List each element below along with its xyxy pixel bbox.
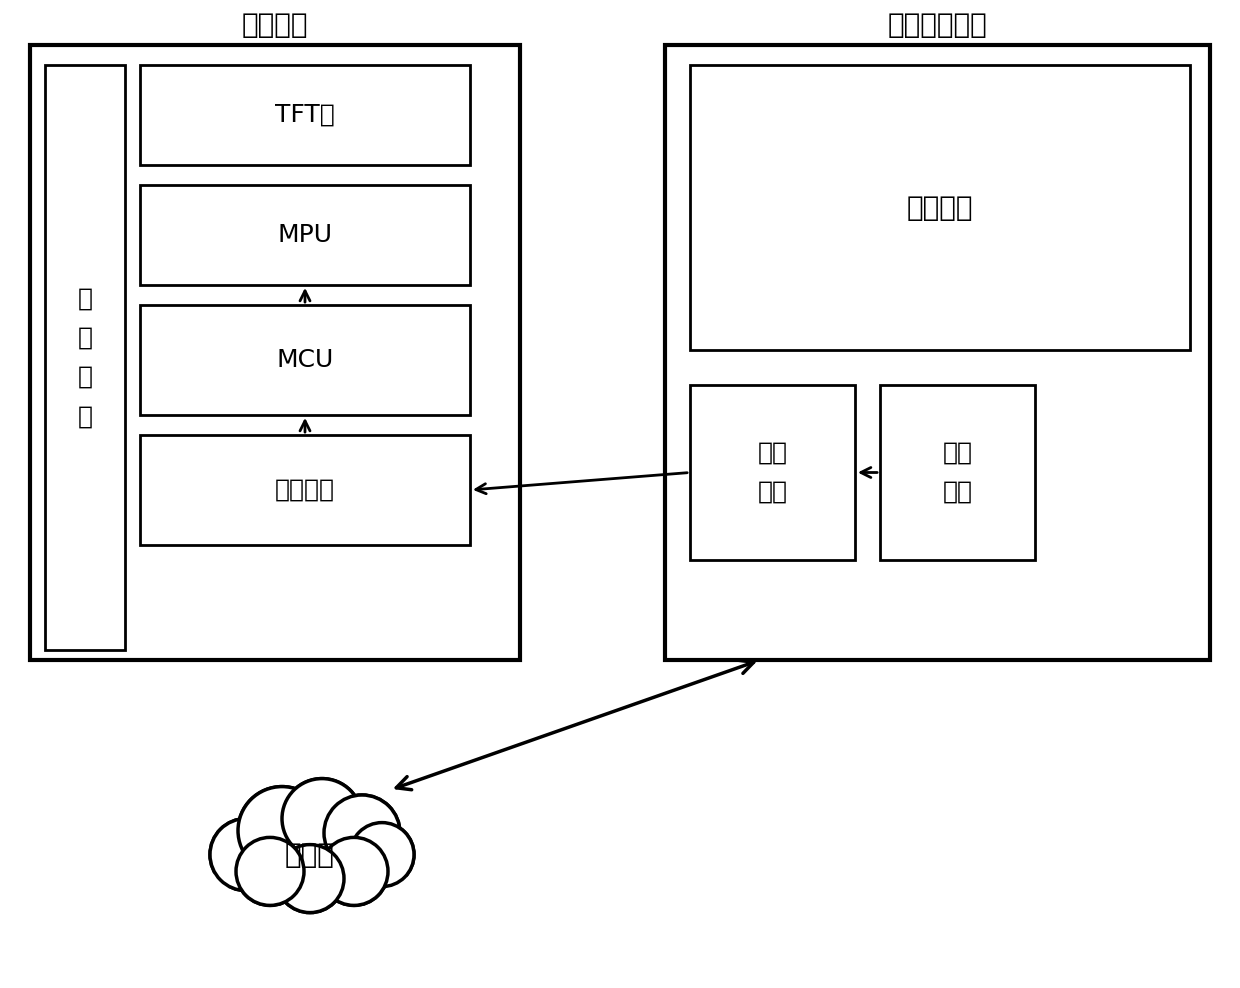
Text: TFT屏: TFT屏: [275, 103, 335, 127]
Circle shape: [238, 786, 326, 874]
Circle shape: [320, 838, 388, 905]
Bar: [140, 65, 470, 165]
Text: 蓝牙
模块: 蓝牙 模块: [758, 441, 787, 504]
Circle shape: [324, 795, 401, 871]
Bar: [880, 385, 1035, 560]
Circle shape: [277, 845, 343, 913]
Circle shape: [324, 795, 401, 871]
Circle shape: [236, 838, 304, 905]
Circle shape: [281, 779, 362, 859]
Bar: [215, 851, 405, 887]
Text: 智能移动终端: 智能移动终端: [888, 11, 987, 39]
Text: MPU: MPU: [278, 223, 332, 247]
Bar: [30, 45, 520, 660]
Text: 其他模块: 其他模块: [906, 194, 973, 221]
Text: MCU: MCU: [277, 348, 334, 372]
Circle shape: [210, 819, 281, 890]
Text: 上网
模块: 上网 模块: [942, 441, 972, 504]
Bar: [689, 385, 856, 560]
Text: 车载终端: 车载终端: [242, 11, 309, 39]
Bar: [140, 185, 470, 285]
Bar: [140, 305, 470, 415]
Circle shape: [320, 838, 388, 905]
Circle shape: [236, 838, 304, 905]
Bar: [665, 45, 1210, 660]
Circle shape: [350, 823, 414, 886]
Circle shape: [281, 779, 362, 859]
Bar: [140, 435, 470, 545]
Text: 其
他
模
块: 其 他 模 块: [77, 287, 93, 429]
Circle shape: [238, 786, 326, 874]
Circle shape: [350, 823, 414, 886]
Text: 互联网: 互联网: [285, 841, 335, 869]
Circle shape: [210, 819, 281, 890]
Circle shape: [277, 845, 343, 913]
Bar: [689, 65, 1190, 350]
Text: 蓝牙模块: 蓝牙模块: [275, 478, 335, 502]
Bar: [45, 65, 125, 650]
